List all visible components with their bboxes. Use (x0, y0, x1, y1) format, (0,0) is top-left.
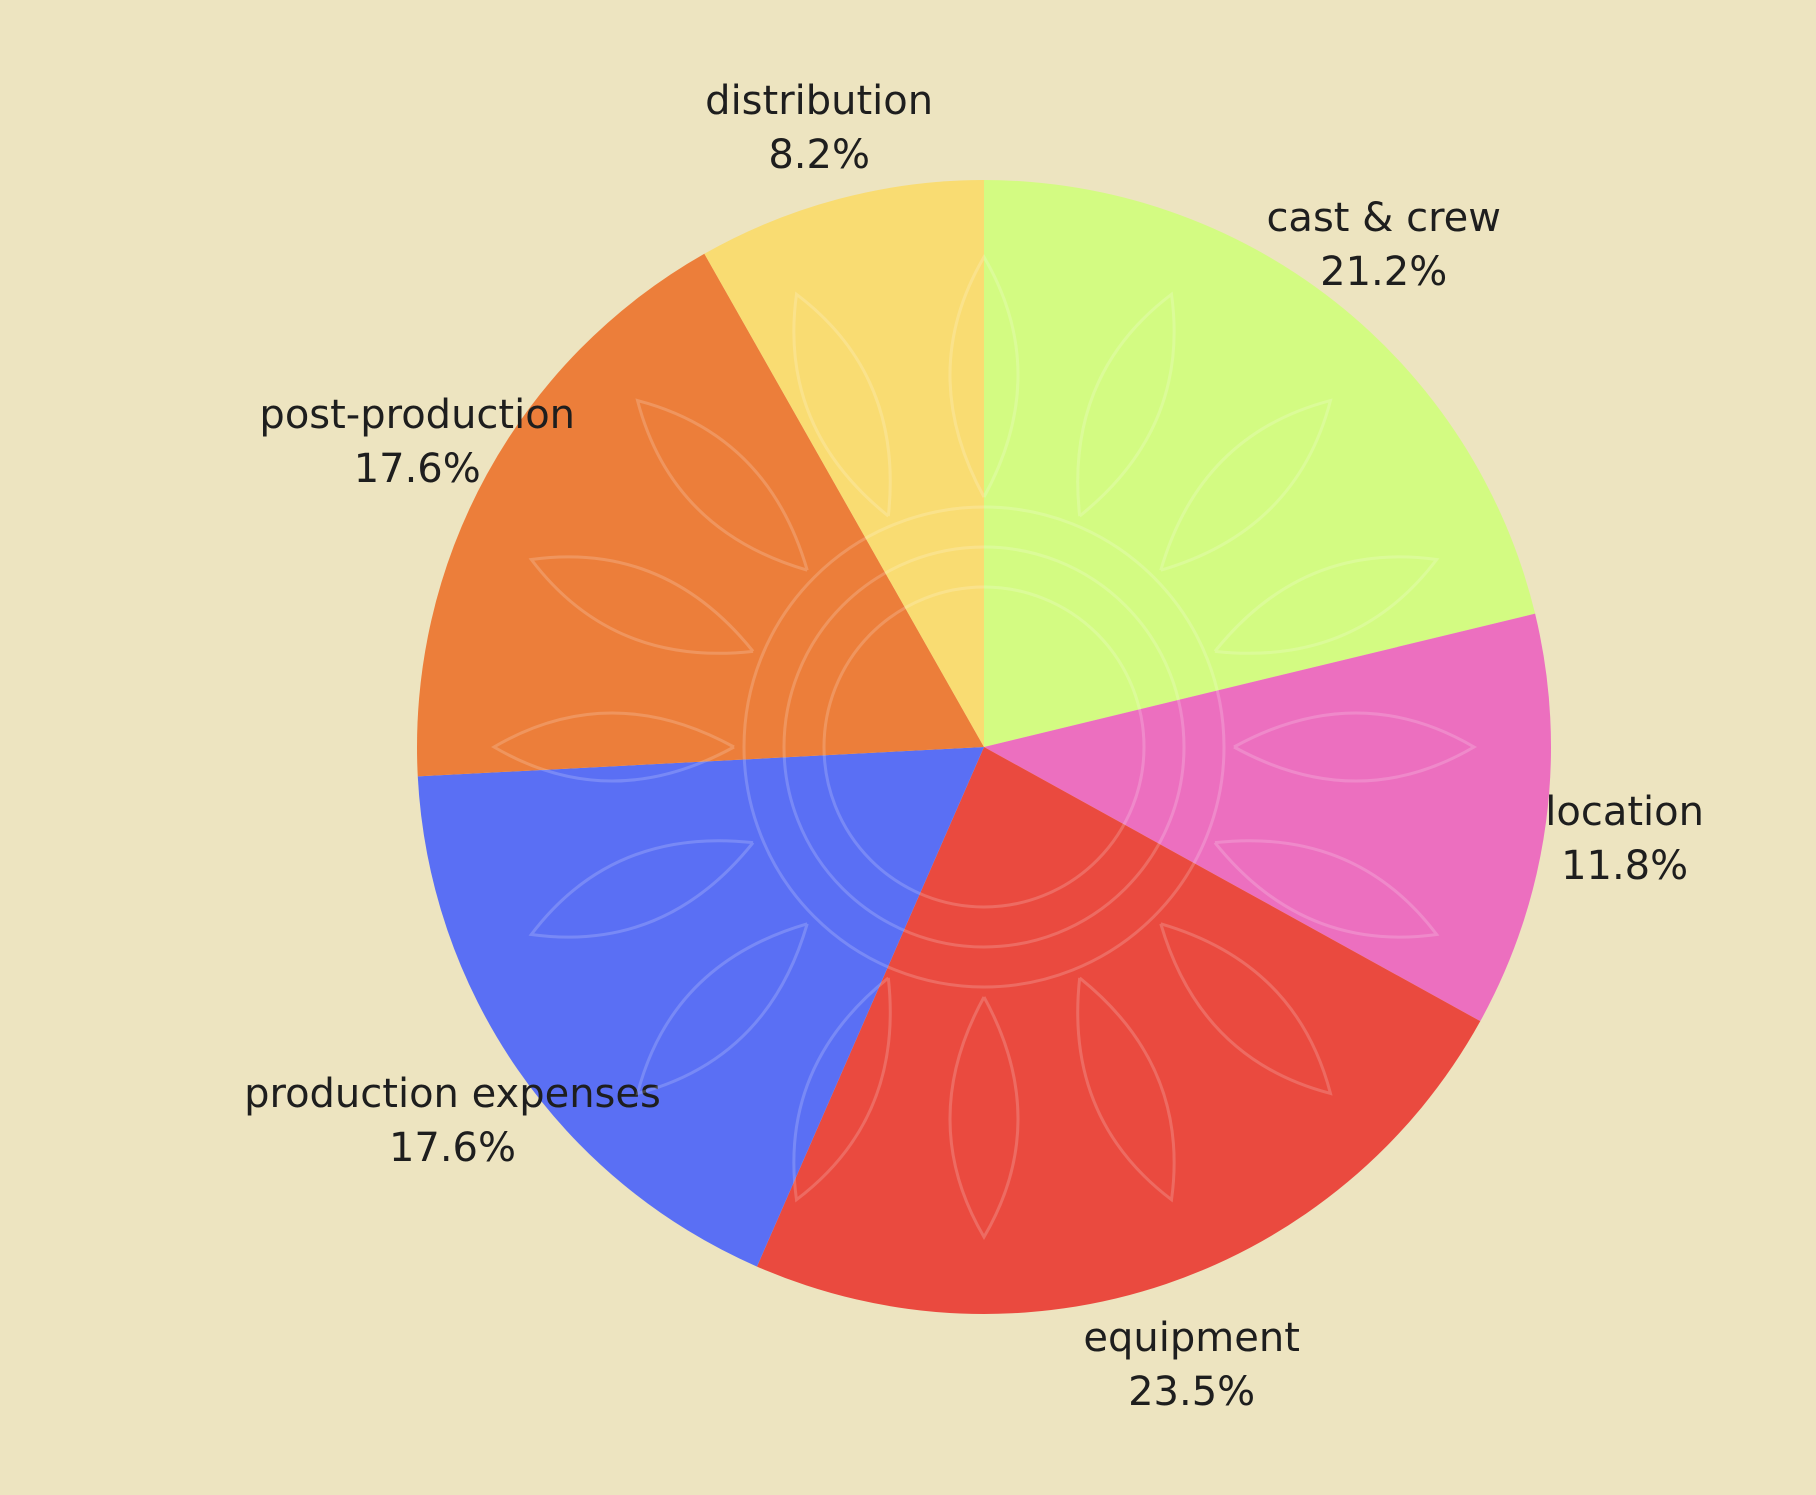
mandala-watermark-icon (491, 254, 1477, 1240)
pie-slice-production-expenses (417, 747, 984, 1267)
slice-label: location (1545, 789, 1704, 835)
slice-percent-label: 21.2% (1320, 249, 1447, 295)
slice-percent-label: 23.5% (1128, 1369, 1255, 1415)
slice-label: distribution (705, 78, 933, 124)
slice-percent-label: 17.6% (354, 446, 481, 492)
slice-percent-label: 8.2% (768, 132, 870, 178)
pie-slice-cast-crew (984, 180, 1536, 747)
pie-slice-distribution (704, 180, 984, 747)
pie-slice-equipment (756, 747, 1481, 1314)
slice-label: production expenses (244, 1071, 661, 1117)
pie-slice-location (984, 613, 1551, 1022)
slice-percent-label: 17.6% (389, 1125, 516, 1171)
pie-slice-post-production (417, 253, 984, 777)
slice-label: cast & crew (1266, 195, 1501, 241)
slice-label: post-production (259, 392, 575, 438)
slice-percent-label: 11.8% (1561, 843, 1688, 889)
slice-label: equipment (1083, 1315, 1299, 1361)
